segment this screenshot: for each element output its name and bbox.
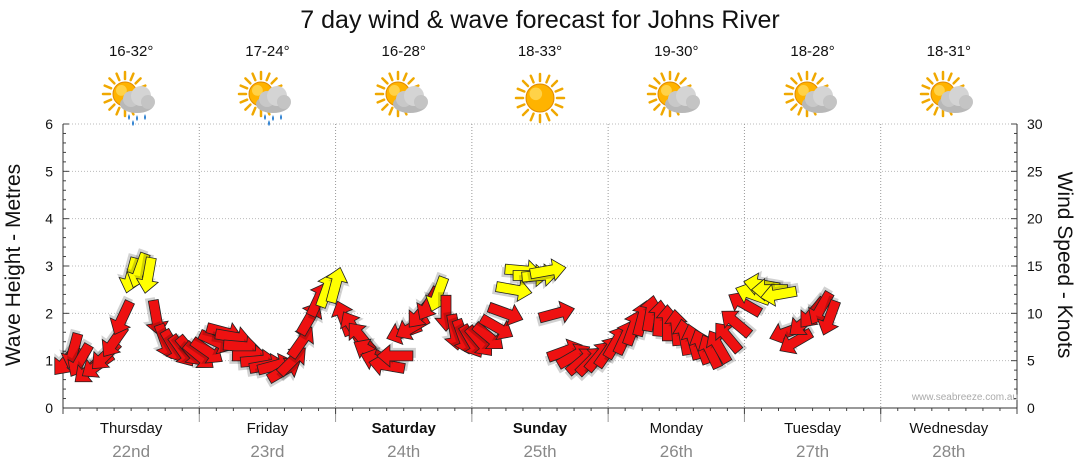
y-axis-right-label: Wind Speed - Knots [1053, 171, 1076, 359]
partly-sunny-rain-icon [101, 70, 161, 126]
day-temperature: 16-28° [381, 43, 426, 60]
wind-arrow [715, 322, 748, 355]
y-right-tick-label: 15 [1027, 258, 1043, 274]
y-left-tick-label: 5 [45, 163, 53, 179]
y-right-tick-label: 10 [1027, 305, 1043, 321]
y-left-tick-label: 1 [45, 353, 53, 369]
day-temperature: 17-24° [245, 43, 290, 60]
day-name: Monday [649, 420, 703, 437]
wind-arrow [108, 295, 135, 335]
day-date: 26th [659, 442, 693, 461]
source-credit: www.seabreeze.com.au [911, 392, 1018, 403]
sunny-icon [510, 70, 570, 126]
wind-arrow [483, 301, 524, 328]
partly-cloudy-icon [783, 70, 843, 126]
day-temperature: 18-28° [790, 43, 835, 60]
wind-arrow [474, 313, 514, 341]
day-name: Wednesday [909, 420, 989, 437]
day-date: 23rd [250, 442, 285, 461]
y-right-tick-label: 0 [1027, 400, 1035, 416]
day-name: Sunday [512, 420, 568, 437]
wind-arrow [286, 326, 315, 364]
day-date: 24th [387, 442, 421, 461]
y-right-tick-label: 5 [1027, 353, 1035, 369]
y-left-tick-label: 6 [45, 116, 53, 132]
wind-arrow [325, 266, 350, 308]
day-name: Tuesday [784, 420, 842, 437]
day-date: 25th [523, 442, 557, 461]
y-right-tick-label: 30 [1027, 116, 1043, 132]
wind-arrow [527, 258, 567, 285]
day-temperature: 18-31° [926, 43, 972, 60]
day-date: 27th [796, 442, 830, 461]
wind-arrow [376, 341, 416, 368]
day-temperature: 18-33° [517, 43, 563, 60]
partly-cloudy-icon [919, 70, 979, 126]
partly-cloudy-icon [646, 70, 706, 126]
y-left-tick-label: 2 [45, 305, 53, 321]
partly-cloudy-icon [374, 70, 434, 126]
day-name: Saturday [371, 420, 436, 437]
chart-grid: 0 1 2 3 4 5 6 0 5 10 15 20 25 30 [45, 116, 1043, 422]
wind-arrow [815, 295, 841, 336]
day-name: Thursday [99, 420, 163, 437]
chart-title: 7 day wind & wave forecast for Johns Riv… [300, 6, 780, 34]
day-temperature: 16-32° [108, 43, 154, 60]
wind-arrow [134, 253, 160, 294]
wind-arrows [54, 248, 841, 388]
day-date: 28th [932, 442, 966, 461]
wind-arrow [760, 280, 800, 307]
day-temperature: 19-30° [654, 43, 699, 60]
y-left-tick-label: 4 [45, 211, 53, 227]
wind-arrow [721, 310, 757, 339]
y-axis-left-label: Wave Height - Metres [2, 163, 25, 367]
y-right-tick-label: 20 [1027, 211, 1043, 227]
wind-arrow [536, 300, 575, 327]
y-left-tick-label: 0 [45, 400, 53, 416]
partly-sunny-rain-icon [237, 70, 297, 126]
day-date: 22nd [112, 442, 151, 461]
y-right-tick-label: 25 [1027, 163, 1043, 179]
y-left-tick-label: 3 [45, 258, 53, 274]
day-name: Friday [246, 420, 289, 437]
